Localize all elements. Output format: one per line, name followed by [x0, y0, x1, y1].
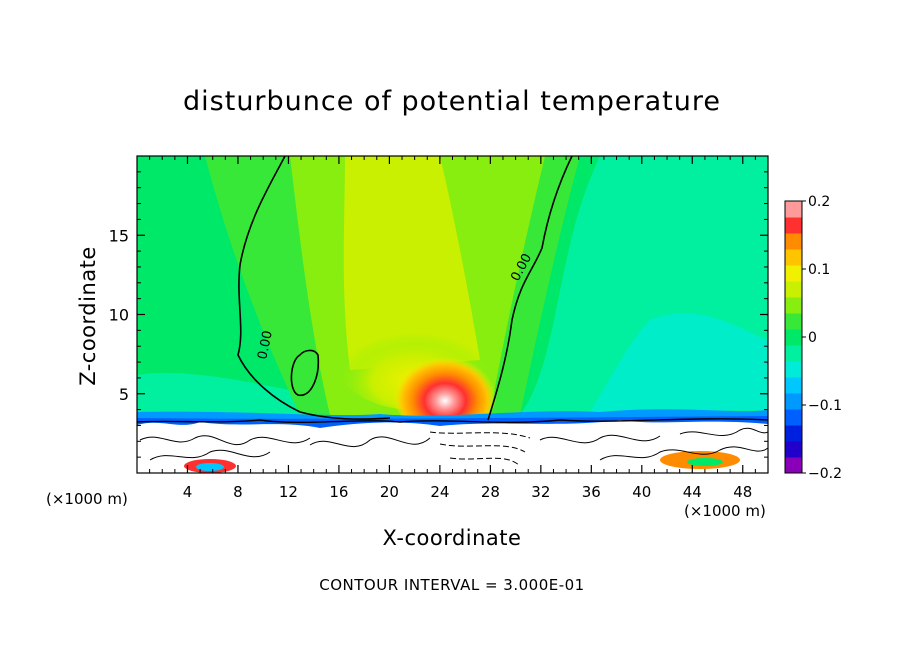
colorbar-swatch-9: [785, 313, 802, 330]
colorbar-swatch-6: [785, 361, 802, 378]
y-axis-label: Z-coordinate: [76, 246, 100, 386]
x-tick-label-48: 48: [733, 483, 752, 501]
colorbar-tick-label-0: 0.2: [808, 194, 830, 210]
zero-contour-right: [487, 156, 573, 421]
field-cool-west: [137, 372, 320, 415]
x-unit-label-left: (×1000 m): [46, 490, 128, 508]
x-axis-ticks: 4 8 12 16 20 24 28 32 36 40 44 48: [149, 156, 756, 501]
field-warm-core: [393, 348, 497, 436]
colorbar-swatch-12: [785, 265, 802, 282]
surface-contour: [137, 418, 768, 424]
lower-contours: [139, 427, 768, 467]
field-patch-se-inner: [687, 458, 723, 466]
zero-contour-left: [237, 156, 391, 420]
colorbar-swatch-2: [785, 425, 802, 442]
field-cool-patch: [590, 313, 768, 412]
contour-interval-note: CONTOUR INTERVAL = 3.000E-01: [319, 576, 585, 594]
colorbar-swatch-4: [785, 393, 802, 410]
x-tick-label-28: 28: [481, 483, 500, 501]
colorbar-swatch-15: [785, 217, 802, 234]
field-patch-sw-inner: [196, 463, 224, 471]
y-tick-label-5: 5: [119, 385, 129, 404]
colorbar-swatch-10: [785, 297, 802, 314]
colorbar-swatch-8: [785, 329, 802, 346]
x-tick-label-20: 20: [380, 483, 399, 501]
field-layer: [137, 156, 768, 473]
colorbar-swatch-14: [785, 233, 802, 250]
colorbar-swatch-3: [785, 409, 802, 426]
x-tick-label-8: 8: [233, 483, 243, 501]
colorbar-swatch-5: [785, 377, 802, 394]
x-axis-label: X-coordinate: [382, 526, 522, 550]
y-tick-label-15: 15: [109, 226, 129, 245]
contour-label-left: 0.00: [255, 329, 276, 360]
field-band-lime: [343, 156, 480, 370]
colorbar-tick-label-4: −0.2: [808, 466, 842, 482]
colorbar-swatch-0: [785, 457, 802, 474]
y-tick-label-10: 10: [109, 306, 129, 325]
x-tick-label-16: 16: [329, 483, 348, 501]
chart-title: disturbunce of potential temperature: [183, 86, 721, 117]
colorbar-swatch-13: [785, 249, 802, 266]
x-tick-label-12: 12: [279, 483, 298, 501]
x-unit-label-right: (×1000 m): [684, 502, 766, 520]
x-tick-label-4: 4: [183, 483, 193, 501]
x-tick-label-40: 40: [632, 483, 651, 501]
colorbar-tick-label-3: −0.1: [808, 398, 842, 414]
colorbar: 0.2 0.1 0 −0.1 −0.2: [784, 194, 842, 482]
y-axis-ticks: 5 10 15: [109, 171, 768, 458]
colorbar-tick-label-2: 0: [808, 330, 817, 346]
x-tick-label-36: 36: [582, 483, 601, 501]
colorbar-swatch-11: [785, 281, 802, 298]
colorbar-swatch-7: [785, 345, 802, 362]
colorbar-tick-label-1: 0.1: [808, 262, 830, 278]
x-tick-label-24: 24: [430, 483, 449, 501]
field-lower-region: [137, 420, 768, 473]
colorbar-swatch-1: [785, 441, 802, 458]
x-tick-label-32: 32: [531, 483, 550, 501]
colorbar-swatch-16: [785, 201, 802, 218]
x-tick-label-44: 44: [683, 483, 702, 501]
